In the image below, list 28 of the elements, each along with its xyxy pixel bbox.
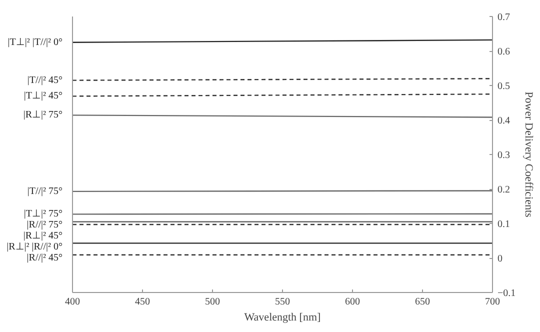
series-label: |R⊥|² |R//|² 0°	[6, 242, 63, 253]
y-tick-label: 0.1	[498, 219, 510, 230]
x-tick-label: 550	[275, 296, 290, 308]
x-tick-label: 500	[205, 296, 220, 308]
series-label: |T⊥|² 45°	[24, 90, 62, 102]
y-tick-label: 0	[498, 254, 502, 264]
x-tick-label: 450	[135, 296, 150, 308]
y-tick-label: 0.7	[498, 12, 510, 23]
x-tick-label: 400	[65, 296, 80, 308]
series-label: |T⊥|² |T//|² 0°	[8, 36, 63, 48]
series-label: |R//|² 45°	[26, 252, 63, 264]
y-tick-label: −0.1	[498, 288, 516, 299]
x-tick-label: 650	[415, 296, 430, 308]
x-axis-title: Wavelength [nm]	[244, 312, 321, 324]
series-label: |T//|² 75°	[27, 186, 63, 197]
series-label: |R⊥|² 45°	[23, 230, 62, 242]
y-axis-title: Power Delivery Coefficients	[522, 92, 535, 218]
y-tick-label: 0.5	[498, 81, 510, 92]
x-tick-label: 700	[485, 296, 500, 308]
y-tick-label: 0.2	[498, 184, 510, 196]
y-tick-label: 0.6	[498, 46, 510, 58]
series-label: |T//|² 45°	[27, 74, 63, 86]
y-tick-label: 0.4	[498, 116, 510, 126]
series-label: |T⊥|² 75°	[24, 208, 62, 220]
y-tick-label: 0.3	[498, 150, 510, 161]
series-label: |R⊥|² 75°	[23, 110, 62, 121]
x-tick-label: 600	[345, 296, 360, 308]
series-label: |R//|² 75°	[26, 220, 63, 231]
